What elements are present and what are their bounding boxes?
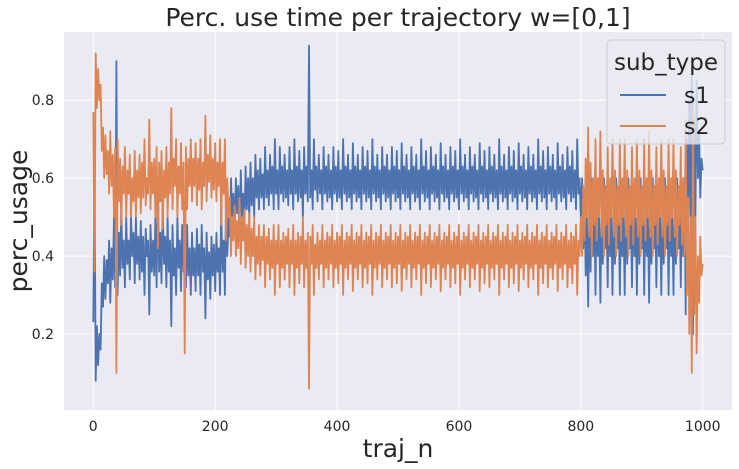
y-tick-label: 0.8 <box>32 93 54 109</box>
x-tick-label: 0 <box>89 419 98 435</box>
y-axis-ticks: 0.2 0.4 0.6 0.8 <box>32 93 54 343</box>
x-axis-label: traj_n <box>363 434 434 463</box>
y-tick-label: 0.2 <box>32 327 54 343</box>
legend: sub_type s1 s2 <box>606 39 726 145</box>
y-tick-label: 0.6 <box>32 171 54 187</box>
x-tick-label: 800 <box>567 419 594 435</box>
y-axis-label: perc_usage <box>4 150 33 293</box>
legend-box <box>606 39 726 145</box>
x-axis-ticks: 0 200 400 600 800 1000 <box>89 419 721 435</box>
legend-label-s2: s2 <box>684 115 709 140</box>
x-tick-label: 400 <box>324 419 351 435</box>
x-tick-label: 200 <box>202 419 229 435</box>
legend-label-s1: s1 <box>684 84 709 109</box>
series-line-s2 <box>92 52 704 390</box>
x-tick-label: 1000 <box>685 419 721 435</box>
chart-title: Perc. use time per trajectory w=[0,1] <box>165 3 630 32</box>
x-tick-label: 600 <box>446 419 473 435</box>
y-tick-label: 0.4 <box>32 249 54 265</box>
legend-title: sub_type <box>614 50 718 76</box>
series-layer <box>92 44 704 390</box>
